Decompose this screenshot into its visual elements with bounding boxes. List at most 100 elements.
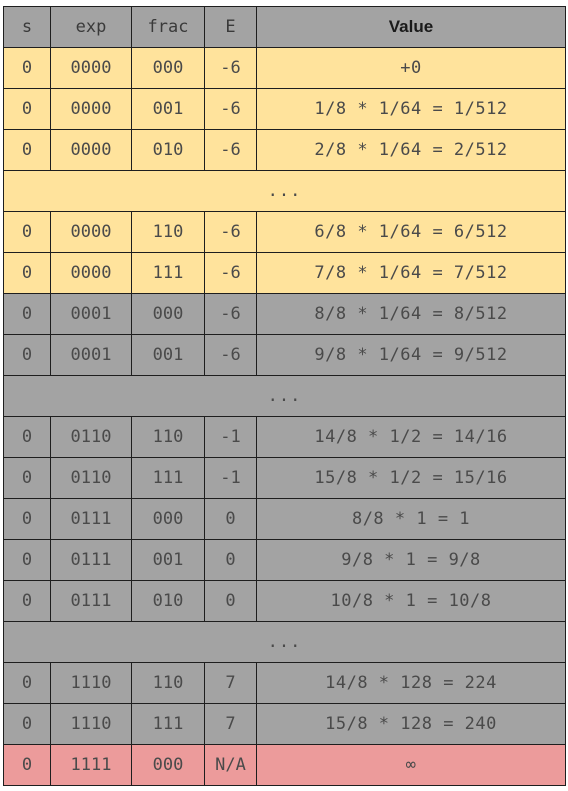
cell-value: 14/8 * 1/2 = 14/16 <box>256 416 566 458</box>
header-e: E <box>204 6 257 48</box>
cell-s: 0 <box>3 211 51 253</box>
cell-s: 0 <box>3 252 51 294</box>
cell-exp: 0000 <box>50 88 132 130</box>
cell-e: -6 <box>204 252 257 294</box>
cell-e: 7 <box>204 703 257 745</box>
cell-s: 0 <box>3 539 51 581</box>
cell-frac: 010 <box>131 580 205 622</box>
cell-e: -1 <box>204 416 257 458</box>
cell-frac: 000 <box>131 498 205 540</box>
cell-exp: 1110 <box>50 662 132 704</box>
cell-value: 10/8 * 1 = 10/8 <box>256 580 566 622</box>
cell-frac: 110 <box>131 662 205 704</box>
cell-exp: 0110 <box>50 457 132 499</box>
cell-value: 15/8 * 128 = 240 <box>256 703 566 745</box>
cell-e: -6 <box>204 293 257 335</box>
float-encoding-table: s exp frac E Value 0 0000 000 -6 +0 0 00… <box>3 6 566 786</box>
table-row: 0 0000 110 -6 6/8 * 1/64 = 6/512 <box>3 211 566 253</box>
table-row: 0 0110 111 -1 15/8 * 1/2 = 15/16 <box>3 457 566 499</box>
cell-frac: 000 <box>131 47 205 89</box>
header-row: s exp frac E Value <box>3 6 566 48</box>
cell-frac: 110 <box>131 416 205 458</box>
cell-s: 0 <box>3 662 51 704</box>
header-s: s <box>3 6 51 48</box>
cell-exp: 1111 <box>50 744 132 786</box>
cell-value: 8/8 * 1 = 1 <box>256 498 566 540</box>
cell-exp: 0110 <box>50 416 132 458</box>
cell-exp: 0000 <box>50 129 132 171</box>
table-row: 0 0001 000 -6 8/8 * 1/64 = 8/512 <box>3 293 566 335</box>
ellipsis-cell: ... <box>3 170 566 212</box>
table-row: 0 0111 000 0 8/8 * 1 = 1 <box>3 498 566 540</box>
table-row: 0 0000 001 -6 1/8 * 1/64 = 1/512 <box>3 88 566 130</box>
cell-frac: 111 <box>131 252 205 294</box>
table-row: 0 0001 001 -6 9/8 * 1/64 = 9/512 <box>3 334 566 376</box>
cell-frac: 111 <box>131 703 205 745</box>
cell-exp: 0001 <box>50 293 132 335</box>
cell-e: -6 <box>204 129 257 171</box>
ellipsis-row: ... <box>3 375 566 417</box>
cell-value: 14/8 * 128 = 224 <box>256 662 566 704</box>
cell-s: 0 <box>3 334 51 376</box>
cell-frac: 001 <box>131 88 205 130</box>
cell-exp: 0000 <box>50 47 132 89</box>
cell-value: 9/8 * 1 = 9/8 <box>256 539 566 581</box>
cell-e: N/A <box>204 744 257 786</box>
cell-value: 15/8 * 1/2 = 15/16 <box>256 457 566 499</box>
cell-value: ∞ <box>256 744 566 786</box>
cell-e: 7 <box>204 662 257 704</box>
cell-e: 0 <box>204 498 257 540</box>
table-row: 0 0111 001 0 9/8 * 1 = 9/8 <box>3 539 566 581</box>
cell-s: 0 <box>3 703 51 745</box>
cell-exp: 0111 <box>50 498 132 540</box>
cell-exp: 0111 <box>50 580 132 622</box>
ellipsis-cell: ... <box>3 375 566 417</box>
cell-e: -6 <box>204 334 257 376</box>
cell-exp: 0111 <box>50 539 132 581</box>
cell-value: 8/8 * 1/64 = 8/512 <box>256 293 566 335</box>
cell-e: -6 <box>204 47 257 89</box>
table-row: 0 1110 110 7 14/8 * 128 = 224 <box>3 662 566 704</box>
header-exp: exp <box>50 6 132 48</box>
cell-value: 2/8 * 1/64 = 2/512 <box>256 129 566 171</box>
cell-value: 6/8 * 1/64 = 6/512 <box>256 211 566 253</box>
cell-s: 0 <box>3 88 51 130</box>
cell-exp: 0000 <box>50 211 132 253</box>
cell-frac: 110 <box>131 211 205 253</box>
cell-s: 0 <box>3 457 51 499</box>
cell-s: 0 <box>3 416 51 458</box>
table-row: 0 0000 111 -6 7/8 * 1/64 = 7/512 <box>3 252 566 294</box>
cell-exp: 1110 <box>50 703 132 745</box>
table-row: 0 0111 010 0 10/8 * 1 = 10/8 <box>3 580 566 622</box>
cell-s: 0 <box>3 744 51 786</box>
cell-frac: 000 <box>131 293 205 335</box>
ellipsis-row: ... <box>3 170 566 212</box>
cell-frac: 001 <box>131 334 205 376</box>
cell-value: +0 <box>256 47 566 89</box>
cell-s: 0 <box>3 129 51 171</box>
cell-s: 0 <box>3 498 51 540</box>
cell-value: 1/8 * 1/64 = 1/512 <box>256 88 566 130</box>
cell-e: -6 <box>204 211 257 253</box>
cell-exp: 0001 <box>50 334 132 376</box>
table-row: 0 0000 010 -6 2/8 * 1/64 = 2/512 <box>3 129 566 171</box>
cell-s: 0 <box>3 293 51 335</box>
table-row: 0 1110 111 7 15/8 * 128 = 240 <box>3 703 566 745</box>
cell-frac: 001 <box>131 539 205 581</box>
cell-s: 0 <box>3 47 51 89</box>
cell-frac: 010 <box>131 129 205 171</box>
table-row-infinity: 0 1111 000 N/A ∞ <box>3 744 566 786</box>
cell-frac: 111 <box>131 457 205 499</box>
header-value: Value <box>256 6 566 48</box>
cell-s: 0 <box>3 580 51 622</box>
cell-frac: 000 <box>131 744 205 786</box>
table-row: 0 0000 000 -6 +0 <box>3 47 566 89</box>
ellipsis-row: ... <box>3 621 566 663</box>
cell-exp: 0000 <box>50 252 132 294</box>
table-row: 0 0110 110 -1 14/8 * 1/2 = 14/16 <box>3 416 566 458</box>
ellipsis-cell: ... <box>3 621 566 663</box>
cell-e: -1 <box>204 457 257 499</box>
cell-value: 7/8 * 1/64 = 7/512 <box>256 252 566 294</box>
cell-value: 9/8 * 1/64 = 9/512 <box>256 334 566 376</box>
cell-e: 0 <box>204 539 257 581</box>
